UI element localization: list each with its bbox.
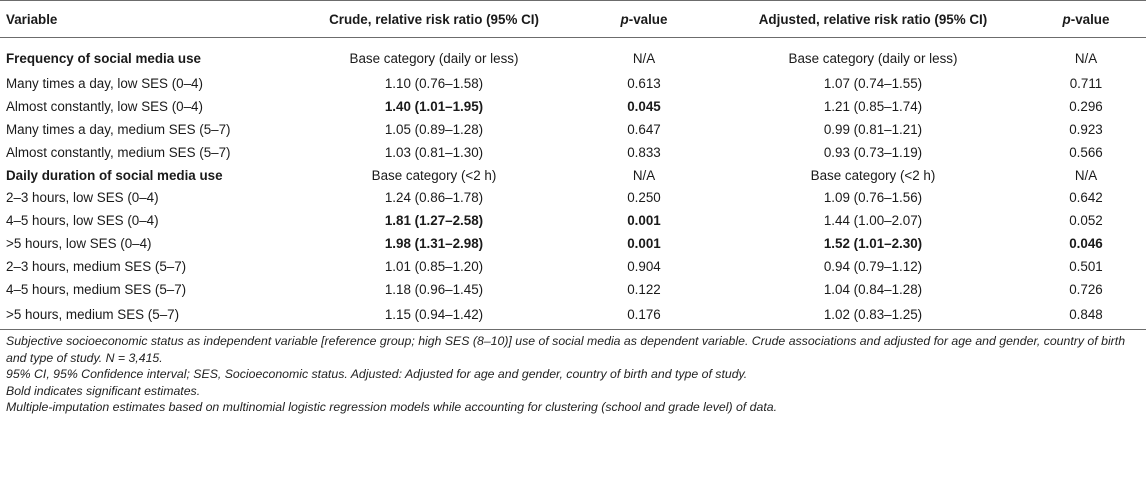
results-table: Variable Crude, relative risk ratio (95%… — [0, 0, 1146, 330]
header-adj-p-italic: p — [1062, 11, 1071, 27]
adjusted-p-value: 0.296 — [1069, 98, 1103, 114]
table-row: 2–3 hours, medium SES (5–7) 1.01 (0.85–1… — [0, 255, 1146, 278]
crude-ratio: 1.15 (0.94–1.42) — [300, 300, 568, 330]
table-row: >5 hours, low SES (0–4) 1.98 (1.31–2.98)… — [0, 232, 1146, 255]
crude-p-value: 0.904 — [627, 259, 661, 275]
crude-p-value: 0.001 — [627, 236, 661, 252]
adjusted-ratio: 1.09 (0.76–1.56) — [823, 190, 923, 206]
adjusted-ratio: Base category (daily or less) — [788, 50, 958, 66]
row-label: 2–3 hours, medium SES (5–7) — [6, 259, 187, 275]
adjusted-p-value: 0.052 — [1069, 213, 1103, 229]
footnote: Bold indicates significant estimates. — [6, 383, 201, 398]
adjusted-ratio: Base category (<2 h) — [810, 167, 936, 183]
crude-p-value: 0.613 — [627, 75, 661, 91]
crude-ratio: 1.05 (0.89–1.28) — [384, 121, 484, 137]
crude-ratio: 1.98 (1.31–2.98) — [384, 236, 484, 252]
adjusted-ratio: 0.99 (0.81–1.21) — [823, 121, 923, 137]
adjusted-ratio: 1.21 (0.85–1.74) — [823, 98, 923, 114]
adjusted-p-value: N/A — [1074, 50, 1098, 66]
crude-p-value: 0.647 — [627, 121, 661, 137]
crude-p-value: 0.045 — [627, 98, 661, 114]
row-label: >5 hours, low SES (0–4) — [6, 236, 152, 252]
adjusted-ratio: 1.44 (1.00–2.07) — [823, 213, 923, 229]
header-row: Variable Crude, relative risk ratio (95%… — [0, 0, 1146, 38]
header-adjusted-p: p-value — [1026, 0, 1146, 38]
footnote: 95% CI, 95% Confidence interval; SES, So… — [6, 367, 748, 382]
crude-ratio: 1.01 (0.85–1.20) — [384, 259, 484, 275]
crude-ratio: Base category (daily or less) — [349, 50, 519, 66]
row-label: Daily duration of social media use — [6, 167, 223, 183]
table-row: Almost constantly, medium SES (5–7) 1.03… — [0, 141, 1146, 164]
crude-ratio: 1.18 (0.96–1.45) — [384, 281, 484, 297]
adjusted-p-value: 0.848 — [1026, 300, 1146, 330]
footnote: Multiple-imputation estimates based on m… — [6, 400, 777, 415]
crude-ratio: 1.24 (0.86–1.78) — [384, 190, 484, 206]
table-row: Daily duration of social media use Base … — [0, 164, 1146, 187]
adjusted-ratio: 0.93 (0.73–1.19) — [823, 144, 923, 160]
crude-p-value: 0.833 — [627, 144, 661, 160]
row-label: Almost constantly, low SES (0–4) — [6, 98, 203, 114]
row-label: Almost constantly, medium SES (5–7) — [6, 144, 231, 160]
header-crude-p: p-value — [568, 0, 720, 38]
adjusted-p-value: 0.501 — [1069, 259, 1103, 275]
header-crude-p-rest: -value — [628, 11, 668, 27]
adjusted-ratio: 1.02 (0.83–1.25) — [720, 300, 1026, 330]
table-row: 2–3 hours, low SES (0–4) 1.24 (0.86–1.78… — [0, 186, 1146, 209]
crude-p-value: 0.001 — [627, 213, 661, 229]
row-label: Frequency of social media use — [6, 50, 201, 66]
adjusted-ratio: 0.94 (0.79–1.12) — [823, 259, 923, 275]
row-label: 4–5 hours, low SES (0–4) — [6, 213, 159, 229]
adjusted-ratio: 1.52 (1.01–2.30) — [823, 236, 923, 252]
crude-p-value: 0.176 — [568, 300, 720, 330]
adjusted-ratio: 1.07 (0.74–1.55) — [823, 75, 923, 91]
table-row: 4–5 hours, medium SES (5–7) 1.18 (0.96–1… — [0, 278, 1146, 301]
row-label: Many times a day, low SES (0–4) — [6, 75, 203, 91]
header-crude-p-italic: p — [620, 11, 629, 27]
crude-ratio: 1.03 (0.81–1.30) — [384, 144, 484, 160]
header-crude: Crude, relative risk ratio (95% CI) — [300, 0, 568, 38]
table-row: Frequency of social media use Base categ… — [0, 38, 1146, 73]
crude-ratio: Base category (<2 h) — [371, 167, 497, 183]
row-label: 2–3 hours, low SES (0–4) — [6, 190, 159, 206]
table-row: Many times a day, medium SES (5–7) 1.05 … — [0, 118, 1146, 141]
adjusted-p-value: 0.046 — [1069, 236, 1103, 252]
crude-ratio: 1.81 (1.27–2.58) — [384, 213, 484, 229]
row-label: Many times a day, medium SES (5–7) — [6, 121, 231, 137]
adjusted-p-value: 0.726 — [1069, 281, 1103, 297]
crude-p-value: 0.122 — [627, 281, 661, 297]
header-adjusted: Adjusted, relative risk ratio (95% CI) — [720, 0, 1026, 38]
header-adj-p-rest: -value — [1070, 11, 1110, 27]
row-label: 4–5 hours, medium SES (5–7) — [6, 281, 187, 297]
adjusted-p-value: 0.566 — [1069, 144, 1103, 160]
footnote: Subjective socioeconomic status as indep… — [6, 333, 1126, 365]
table-row: >5 hours, medium SES (5–7) 1.15 (0.94–1.… — [0, 300, 1146, 330]
row-label: >5 hours, medium SES (5–7) — [0, 300, 300, 330]
table-container: Variable Crude, relative risk ratio (95%… — [0, 0, 1146, 416]
table-footnotes: Subjective socioeconomic status as indep… — [0, 330, 1146, 416]
adjusted-ratio: 1.04 (0.84–1.28) — [823, 281, 923, 297]
adjusted-p-value: 0.711 — [1069, 75, 1103, 91]
header-variable: Variable — [0, 0, 300, 38]
table-row: 4–5 hours, low SES (0–4) 1.81 (1.27–2.58… — [0, 209, 1146, 232]
adjusted-p-value: N/A — [1074, 167, 1098, 183]
adjusted-p-value: 0.923 — [1069, 121, 1103, 137]
crude-p-value: 0.250 — [627, 190, 661, 206]
table-row: Many times a day, low SES (0–4) 1.10 (0.… — [0, 72, 1146, 95]
crude-ratio: 1.10 (0.76–1.58) — [384, 75, 484, 91]
crude-p-value: N/A — [632, 167, 656, 183]
table-row: Almost constantly, low SES (0–4) 1.40 (1… — [0, 95, 1146, 118]
crude-ratio: 1.40 (1.01–1.95) — [384, 98, 484, 114]
adjusted-p-value: 0.642 — [1069, 190, 1103, 206]
crude-p-value: N/A — [632, 50, 656, 66]
